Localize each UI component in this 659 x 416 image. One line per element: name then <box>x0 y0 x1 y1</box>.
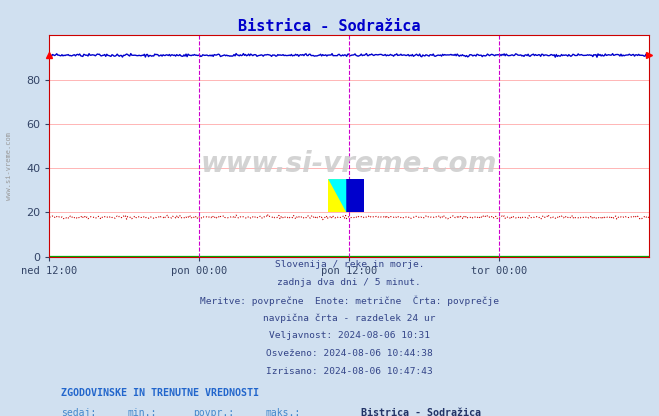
Text: Osveženo: 2024-08-06 10:44:38: Osveženo: 2024-08-06 10:44:38 <box>266 349 433 358</box>
Text: Meritve: povprečne  Enote: metrične  Črta: povprečje: Meritve: povprečne Enote: metrične Črta:… <box>200 295 499 306</box>
Text: www.si-vreme.com: www.si-vreme.com <box>201 150 498 178</box>
Text: povpr.:: povpr.: <box>193 408 235 416</box>
Text: Bistrica - Sodražica: Bistrica - Sodražica <box>239 19 420 34</box>
Polygon shape <box>328 179 346 212</box>
Text: zadnja dva dni / 5 minut.: zadnja dva dni / 5 minut. <box>277 277 421 287</box>
Bar <box>346 179 364 212</box>
Text: maks.:: maks.: <box>266 408 301 416</box>
Text: Izrisano: 2024-08-06 10:47:43: Izrisano: 2024-08-06 10:47:43 <box>266 367 433 376</box>
Text: Bistrica - Sodražica: Bistrica - Sodražica <box>361 408 481 416</box>
Text: Slovenija / reke in morje.: Slovenija / reke in morje. <box>275 260 424 269</box>
Text: min.:: min.: <box>127 408 157 416</box>
Text: Veljavnost: 2024-08-06 10:31: Veljavnost: 2024-08-06 10:31 <box>269 331 430 340</box>
Text: navpična črta - razdelek 24 ur: navpična črta - razdelek 24 ur <box>263 313 436 323</box>
Text: ZGODOVINSKE IN TRENUTNE VREDNOSTI: ZGODOVINSKE IN TRENUTNE VREDNOSTI <box>61 388 260 398</box>
Bar <box>328 179 346 212</box>
Text: www.si-vreme.com: www.si-vreme.com <box>5 132 12 201</box>
Text: sedaj:: sedaj: <box>61 408 97 416</box>
